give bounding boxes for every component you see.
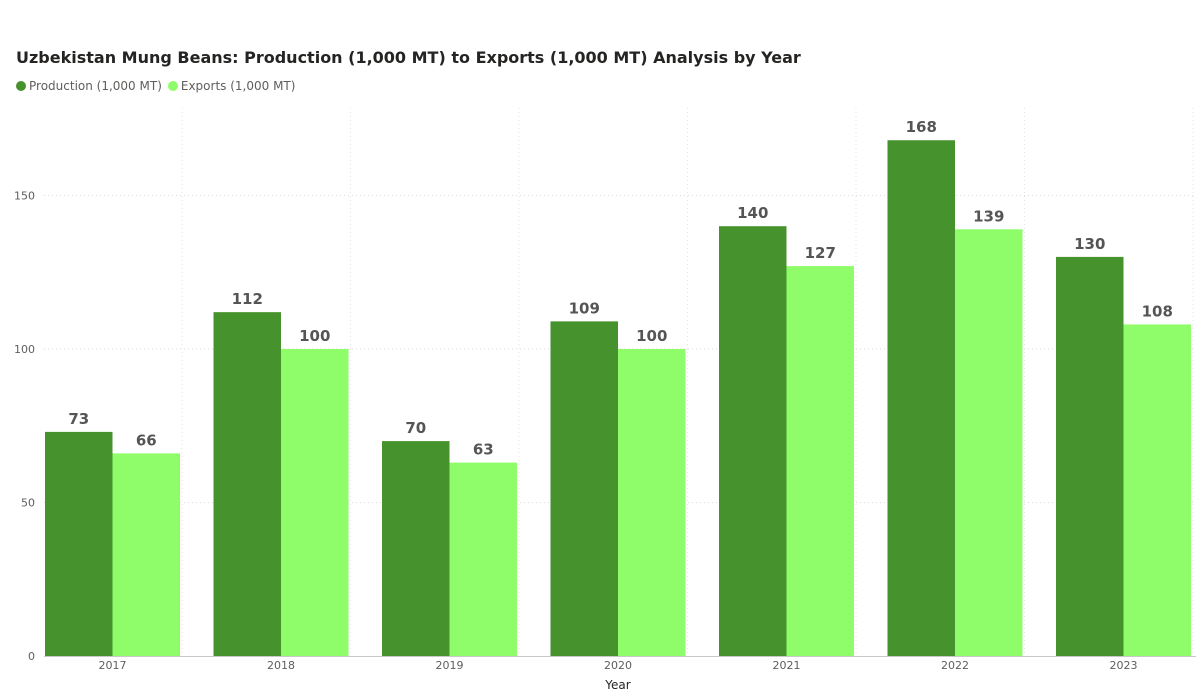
bar-production-2023[interactable] <box>1056 256 1124 656</box>
y-tick-label: 100 <box>14 343 35 356</box>
x-tick-label: 2021 <box>773 659 801 672</box>
legend-exports-dot-icon <box>167 81 178 91</box>
bar-exports-2018[interactable] <box>281 349 349 656</box>
bar-exports-2023[interactable] <box>1123 324 1192 656</box>
data-label: 108 <box>1142 302 1173 320</box>
data-label: 66 <box>136 431 157 449</box>
legend-item-exports[interactable]: Exports (1,000 MT) <box>167 79 296 93</box>
legend-production-label: Production (1,000 MT) <box>29 79 162 93</box>
bar-exports-2019[interactable] <box>449 462 518 656</box>
x-tick-label: 2023 <box>1110 659 1138 672</box>
x-tick-label: 2019 <box>436 659 464 672</box>
data-label: 100 <box>636 327 667 345</box>
data-label: 130 <box>1074 235 1105 253</box>
legend-item-production[interactable]: Production (1,000 MT) <box>16 79 162 93</box>
y-tick-label: 150 <box>14 190 35 203</box>
bar-production-2022[interactable] <box>887 140 956 657</box>
data-label: 127 <box>805 244 836 262</box>
chart-title: Uzbekistan Mung Beans: Production (1,000… <box>16 48 801 67</box>
data-label: 73 <box>68 410 89 428</box>
x-tick-label: 2018 <box>267 659 295 672</box>
data-label: 109 <box>569 299 600 317</box>
bar-production-2017[interactable] <box>45 431 113 656</box>
x-axis-title: Year <box>604 678 630 692</box>
bar-production-2020[interactable] <box>550 321 619 656</box>
x-tick-label: 2020 <box>604 659 632 672</box>
data-label: 70 <box>405 419 426 437</box>
bar-production-2021[interactable] <box>719 226 787 656</box>
legend-production-dot-icon <box>16 81 26 91</box>
bar-production-2018[interactable] <box>213 312 282 656</box>
bar-exports-2017[interactable] <box>112 453 181 656</box>
x-tick-label: 2022 <box>941 659 969 672</box>
data-label: 100 <box>299 327 330 345</box>
data-label: 168 <box>906 118 937 136</box>
y-tick-label: 0 <box>28 650 35 663</box>
bar-production-2019[interactable] <box>382 441 450 656</box>
legend: Production (1,000 MT) Exports (1,000 MT) <box>16 79 301 93</box>
bar-exports-2021[interactable] <box>786 266 855 656</box>
x-tick-label: 2017 <box>99 659 127 672</box>
bar-exports-2020[interactable] <box>618 349 686 656</box>
y-tick-label: 50 <box>21 497 35 510</box>
data-label: 140 <box>737 204 768 222</box>
data-label: 63 <box>473 441 494 459</box>
data-label: 112 <box>232 290 263 308</box>
legend-exports-label: Exports (1,000 MT) <box>180 79 296 93</box>
data-label: 139 <box>973 207 1004 225</box>
bar-exports-2022[interactable] <box>955 229 1023 656</box>
